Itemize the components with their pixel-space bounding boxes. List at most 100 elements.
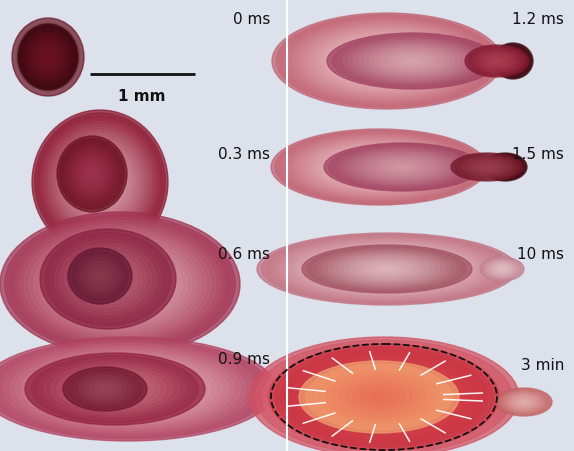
Ellipse shape [368,157,436,178]
Ellipse shape [350,259,424,280]
Ellipse shape [364,263,410,276]
Ellipse shape [19,224,221,345]
Ellipse shape [370,391,398,403]
Ellipse shape [100,387,110,392]
Ellipse shape [348,41,476,83]
Ellipse shape [391,55,433,69]
Ellipse shape [83,376,147,402]
Ellipse shape [271,130,487,206]
Ellipse shape [397,166,407,169]
Ellipse shape [87,168,114,197]
Ellipse shape [33,41,63,74]
Ellipse shape [458,156,516,179]
Ellipse shape [298,358,470,437]
Ellipse shape [338,37,486,86]
Ellipse shape [28,36,68,80]
Ellipse shape [81,162,119,202]
Ellipse shape [371,165,387,170]
Ellipse shape [469,161,505,175]
Ellipse shape [32,356,199,423]
Ellipse shape [501,391,548,414]
Ellipse shape [337,376,431,418]
Ellipse shape [26,34,70,82]
Ellipse shape [505,393,542,411]
Ellipse shape [519,400,529,405]
Ellipse shape [319,370,439,424]
Ellipse shape [401,58,422,65]
Ellipse shape [345,258,429,281]
Ellipse shape [45,55,51,61]
Ellipse shape [96,273,104,280]
Ellipse shape [269,346,499,448]
Ellipse shape [67,147,117,202]
Ellipse shape [360,262,413,277]
Ellipse shape [68,249,132,304]
Ellipse shape [489,262,515,276]
Ellipse shape [503,53,523,71]
Ellipse shape [297,24,478,100]
Ellipse shape [256,340,512,451]
Ellipse shape [355,384,413,410]
Ellipse shape [501,165,509,170]
Ellipse shape [65,145,135,220]
Ellipse shape [34,233,207,336]
Ellipse shape [331,254,443,285]
Ellipse shape [102,384,128,394]
Ellipse shape [343,39,481,85]
Ellipse shape [330,373,438,421]
Ellipse shape [103,276,113,283]
Ellipse shape [498,389,550,415]
Ellipse shape [3,345,253,433]
Ellipse shape [492,160,517,175]
Ellipse shape [329,150,429,185]
Ellipse shape [487,156,523,179]
Ellipse shape [104,381,152,397]
Ellipse shape [321,34,453,89]
Ellipse shape [95,177,106,189]
Ellipse shape [70,151,130,214]
Ellipse shape [346,382,412,412]
Ellipse shape [333,40,440,84]
Ellipse shape [289,355,479,439]
Ellipse shape [343,150,460,186]
Ellipse shape [329,38,444,86]
Ellipse shape [257,234,517,305]
Ellipse shape [498,267,506,272]
Text: 0.9 ms: 0.9 ms [218,351,270,366]
Ellipse shape [494,45,532,79]
Ellipse shape [338,41,436,83]
Ellipse shape [21,29,75,87]
Ellipse shape [309,363,459,432]
Ellipse shape [30,38,66,77]
Ellipse shape [334,254,440,285]
Ellipse shape [64,145,119,204]
Ellipse shape [269,344,499,450]
Ellipse shape [371,55,404,69]
Ellipse shape [10,348,246,431]
Ellipse shape [32,111,168,254]
Ellipse shape [495,46,530,78]
Ellipse shape [292,355,476,439]
Ellipse shape [36,44,60,71]
Ellipse shape [340,154,417,181]
Ellipse shape [55,240,161,318]
Ellipse shape [338,376,430,418]
Ellipse shape [517,399,531,405]
Ellipse shape [325,36,449,87]
Ellipse shape [484,155,526,181]
Ellipse shape [34,114,165,252]
Ellipse shape [284,19,490,105]
Ellipse shape [40,120,160,246]
Ellipse shape [89,171,111,194]
Ellipse shape [60,244,157,315]
Ellipse shape [299,245,475,294]
Ellipse shape [38,359,192,420]
Ellipse shape [46,56,49,60]
Ellipse shape [494,161,516,175]
Ellipse shape [407,60,417,64]
Ellipse shape [286,352,482,442]
Ellipse shape [348,157,410,179]
Ellipse shape [302,245,472,293]
Ellipse shape [508,57,518,66]
Ellipse shape [325,373,432,421]
